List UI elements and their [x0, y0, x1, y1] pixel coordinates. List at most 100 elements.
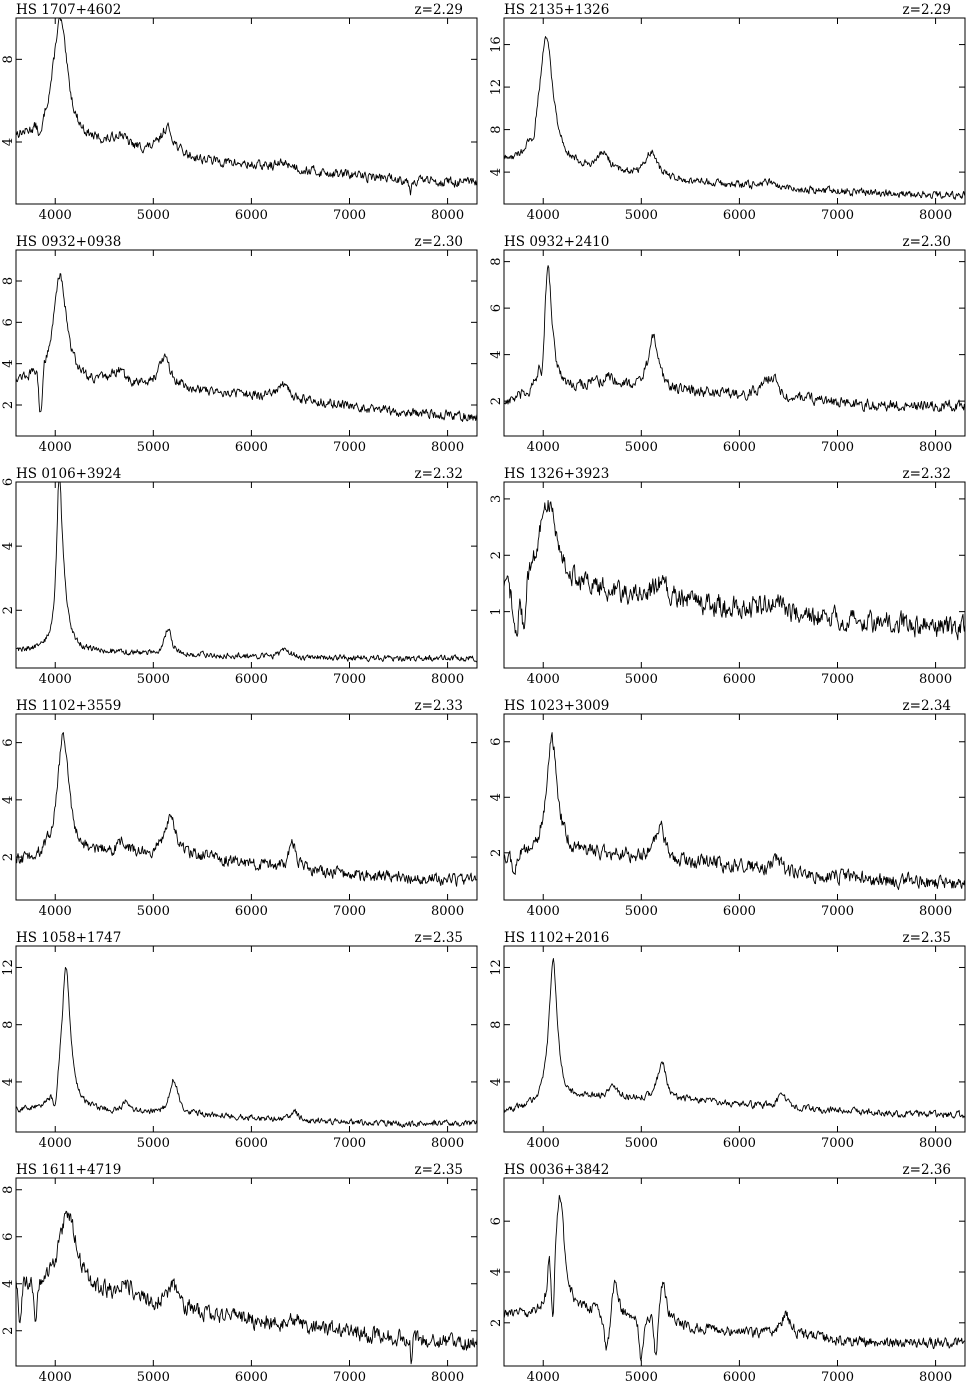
y-tick-label: 3	[489, 495, 504, 503]
y-tick-label: 12	[489, 959, 504, 976]
y-tick-label: 6	[1, 318, 16, 326]
x-tick-label: 6000	[723, 440, 756, 455]
x-tick-label: 4000	[39, 208, 72, 223]
y-tick-label: 1	[489, 607, 504, 615]
x-tick-label: 4000	[527, 904, 560, 919]
redshift-label: z=2.35	[415, 1162, 463, 1178]
x-tick-label: 6000	[723, 208, 756, 223]
y-tick-label: 12	[1, 959, 16, 976]
redshift-label: z=2.30	[903, 234, 951, 250]
y-tick-label: 8	[489, 1021, 504, 1029]
y-tick-label: 6	[489, 304, 504, 312]
redshift-label: z=2.35	[903, 930, 951, 946]
panel-title: HS 0932+0938	[16, 234, 121, 250]
x-tick-label: 4000	[527, 1370, 560, 1385]
x-tick-label: 8000	[431, 440, 464, 455]
x-tick-label: 8000	[431, 904, 464, 919]
x-tick-label: 5000	[625, 440, 658, 455]
panel-title: HS 0106+3924	[16, 466, 121, 482]
plot-frame	[15, 713, 478, 901]
y-tick-label: 4	[1, 796, 16, 804]
x-tick-label: 5000	[625, 1370, 658, 1385]
y-tick-label: 12	[489, 79, 504, 96]
plot-frame	[503, 481, 966, 669]
y-tick-label: 2	[489, 849, 504, 857]
y-tick-label: 2	[1, 606, 16, 614]
y-tick-label: 16	[489, 36, 504, 53]
spectrum-panel-3: HS 0932+0938 z=2.30 4000 5000 6000 7000 8000 2 4…	[1, 234, 478, 455]
x-tick-label: 5000	[137, 672, 170, 687]
x-tick-label: 7000	[333, 1136, 366, 1151]
redshift-label: z=2.36	[903, 1162, 951, 1178]
spectrum-line	[503, 732, 966, 891]
y-tick-label: 4	[489, 350, 504, 358]
plot-frame	[15, 1177, 478, 1367]
spectrum-panel-5: HS 0106+3924 z=2.32 4000 5000 6000 7000 8000 2 4…	[1, 466, 478, 687]
y-tick-label: 8	[1, 1021, 16, 1029]
x-tick-label: 8000	[919, 1136, 952, 1151]
y-tick-label: 6	[489, 738, 504, 746]
x-tick-label: 4000	[527, 1136, 560, 1151]
x-tick-label: 8000	[431, 208, 464, 223]
panel-title: HS 1102+3559	[16, 698, 121, 714]
plot-frame	[15, 249, 478, 437]
spectrum-line	[15, 481, 478, 663]
x-tick-label: 6000	[235, 904, 268, 919]
y-tick-label: 6	[1, 738, 16, 746]
spectrum-panel-6: HS 1326+3923 z=2.32 4000 5000 6000 7000 8000 1 2…	[489, 466, 966, 687]
x-tick-label: 6000	[723, 904, 756, 919]
x-tick-label: 7000	[821, 1370, 854, 1385]
x-tick-label: 7000	[821, 904, 854, 919]
x-tick-label: 7000	[821, 440, 854, 455]
y-tick-label: 6	[1, 1233, 16, 1241]
x-tick-label: 5000	[137, 1370, 170, 1385]
x-tick-label: 5000	[625, 672, 658, 687]
plot-frame	[15, 17, 478, 205]
x-tick-label: 4000	[527, 208, 560, 223]
y-tick-label: 4	[1, 1078, 16, 1086]
y-tick-label: 8	[489, 125, 504, 133]
y-tick-label: 2	[1, 1327, 16, 1335]
x-tick-label: 6000	[235, 208, 268, 223]
x-tick-label: 5000	[137, 440, 170, 455]
panel-title: HS 2135+1326	[504, 2, 609, 18]
spectrum-panel-1: HS 1707+4602 z=2.29 4000 5000 6000 7000 8000 4 8	[1, 2, 478, 223]
x-tick-label: 4000	[527, 672, 560, 687]
redshift-label: z=2.30	[415, 234, 463, 250]
x-tick-label: 4000	[39, 672, 72, 687]
x-tick-label: 7000	[821, 1136, 854, 1151]
panel-title: HS 0036+3842	[504, 1162, 609, 1178]
y-tick-label: 2	[1, 853, 16, 861]
x-tick-label: 6000	[723, 1370, 756, 1385]
spectrum-panel-9: HS 1058+1747 z=2.35 4000 5000 6000 7000 8000 4 8…	[1, 930, 478, 1151]
x-tick-label: 7000	[333, 904, 366, 919]
x-tick-label: 8000	[431, 672, 464, 687]
redshift-label: z=2.32	[415, 466, 463, 482]
spectrum-panel-8: HS 1023+3009 z=2.34 4000 5000 6000 7000 8000 2 4…	[489, 698, 966, 919]
x-tick-label: 4000	[39, 1136, 72, 1151]
spectrum-line	[15, 17, 478, 196]
y-tick-label: 4	[1, 138, 16, 146]
spectrum-panel-2: HS 2135+1326 z=2.29 4000 5000 6000 7000 8000 4 8…	[489, 2, 966, 223]
redshift-label: z=2.29	[903, 2, 951, 18]
redshift-label: z=2.35	[415, 930, 463, 946]
x-tick-label: 5000	[625, 208, 658, 223]
x-tick-label: 7000	[333, 1370, 366, 1385]
y-tick-label: 8	[1, 277, 16, 285]
plot-frame	[503, 17, 966, 205]
y-tick-label: 4	[489, 1268, 504, 1276]
x-tick-label: 4000	[39, 440, 72, 455]
x-tick-label: 8000	[919, 440, 952, 455]
panel-title: HS 1023+3009	[504, 698, 609, 714]
x-tick-label: 5000	[625, 1136, 658, 1151]
x-tick-label: 6000	[723, 1136, 756, 1151]
y-tick-label: 4	[489, 793, 504, 801]
y-tick-label: 4	[1, 542, 16, 550]
y-tick-label: 2	[1, 401, 16, 409]
plot-frame	[503, 1177, 966, 1367]
spectrum-panel-10: HS 1102+2016 z=2.35 4000 5000 6000 7000 8000 4 8…	[489, 930, 966, 1151]
plot-frame	[15, 481, 478, 669]
plot-frame	[503, 713, 966, 901]
panel-title: HS 1611+4719	[16, 1162, 121, 1178]
x-tick-label: 5000	[625, 904, 658, 919]
